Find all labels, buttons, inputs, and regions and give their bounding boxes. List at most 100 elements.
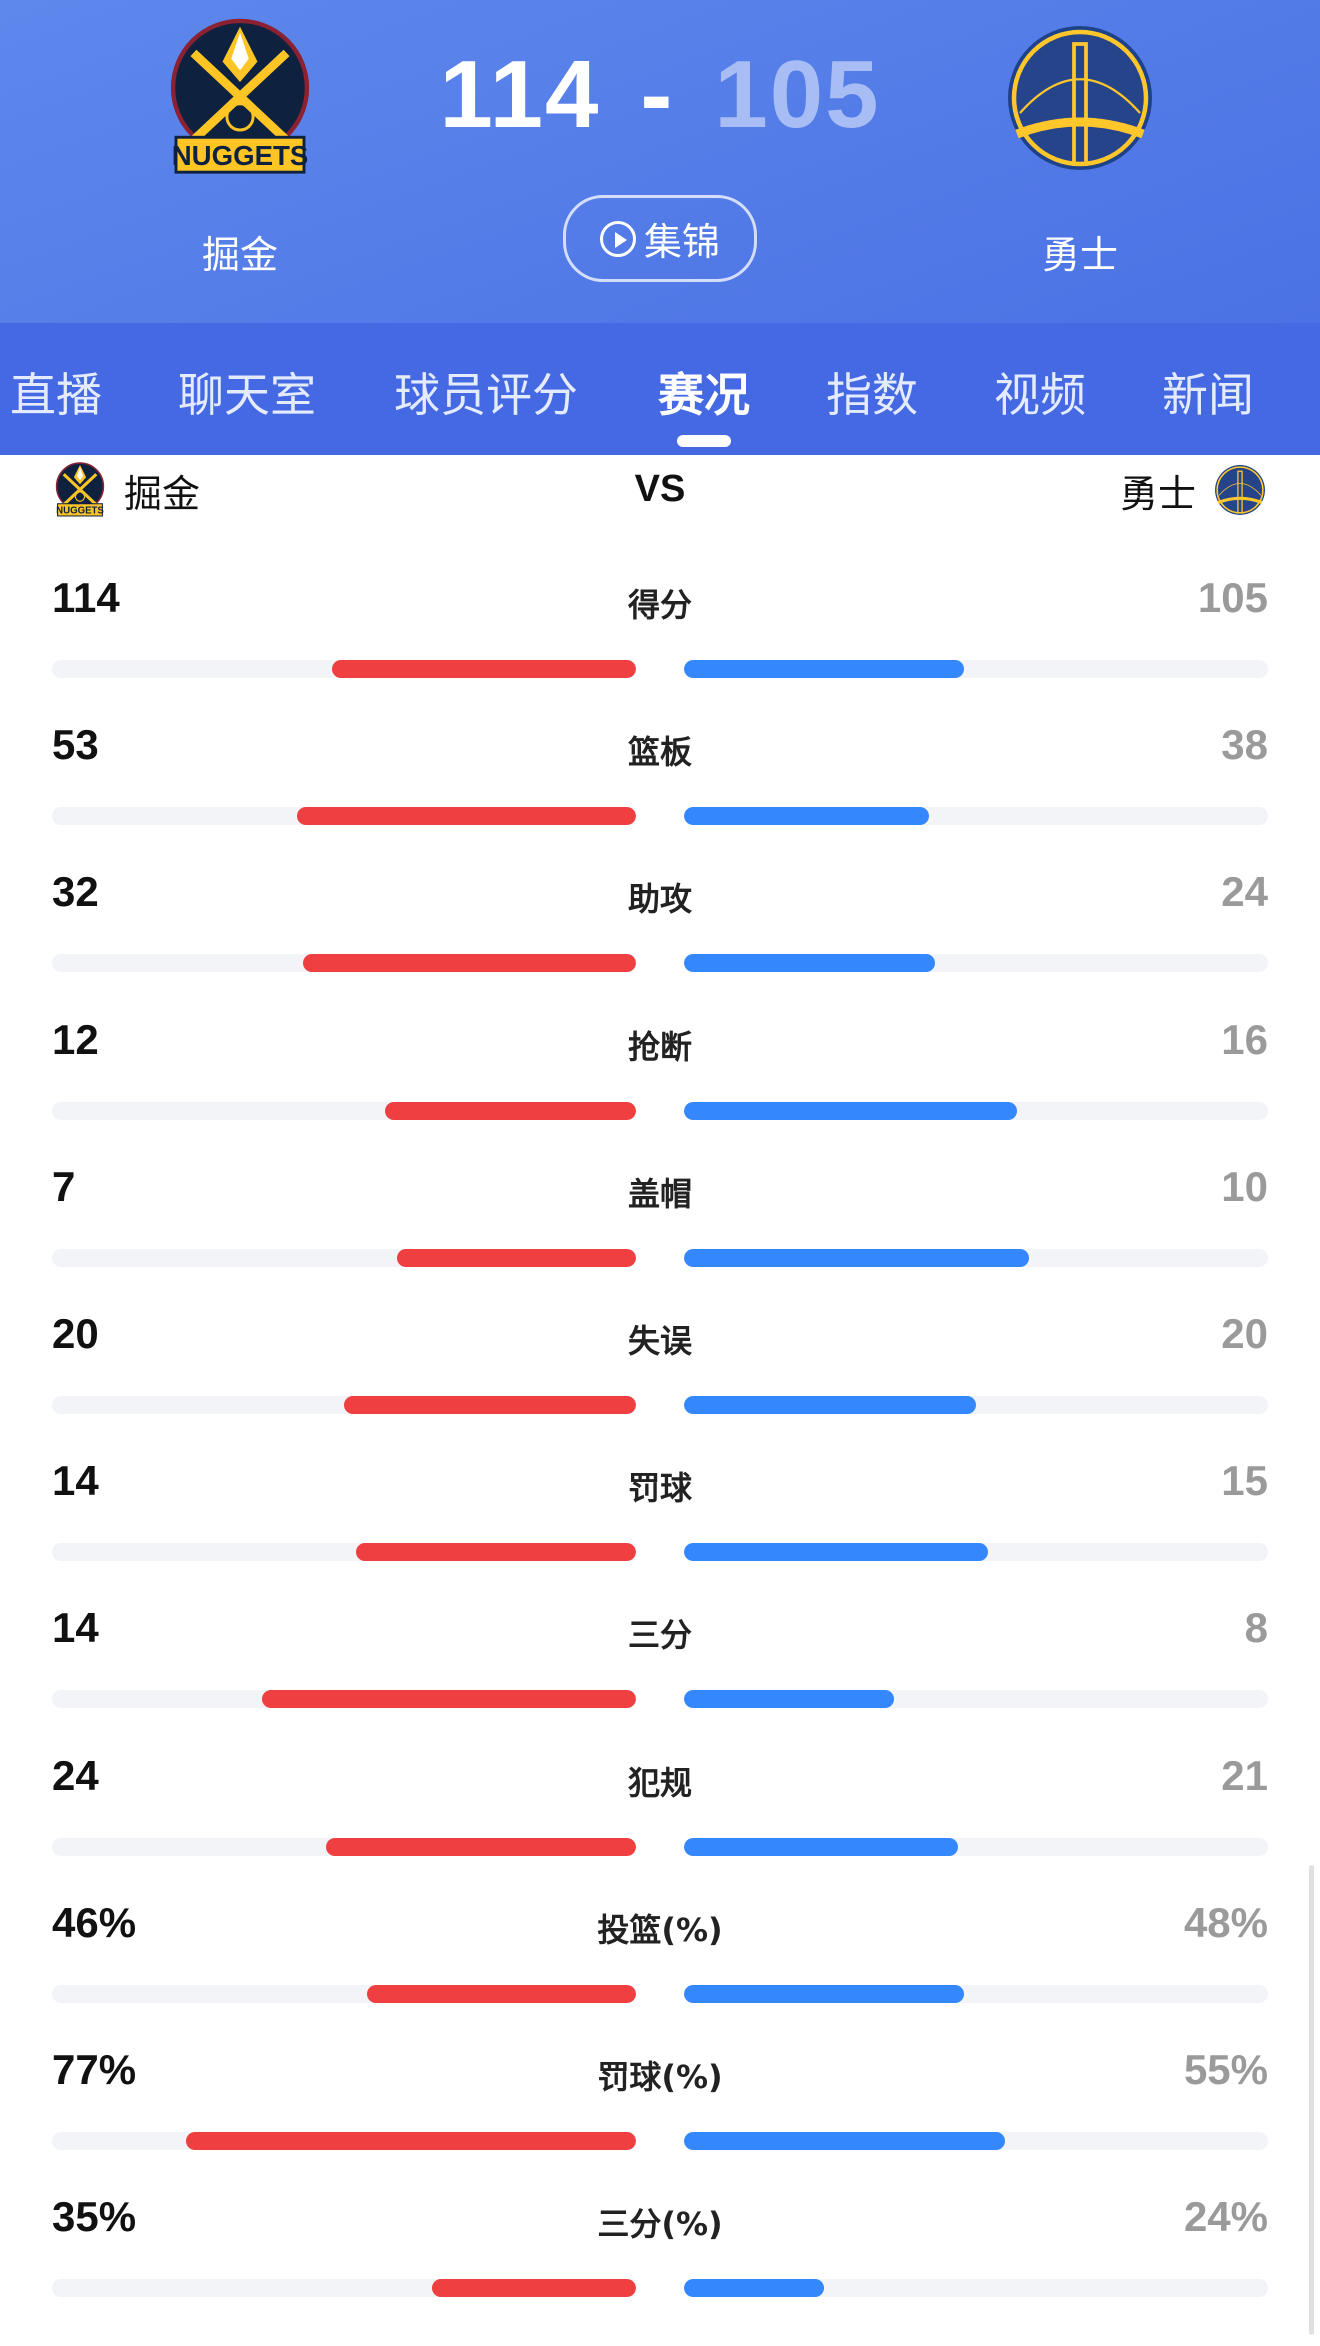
away-team[interactable]: 勇士 xyxy=(980,18,1180,279)
away-stat-bar xyxy=(684,660,965,678)
play-circle-icon xyxy=(599,220,636,257)
away-stat-bar xyxy=(684,1396,976,1414)
home-team[interactable]: 掘金 xyxy=(140,18,340,279)
warriors-logo xyxy=(1005,18,1155,178)
away-stat-value: 48% xyxy=(1183,1898,1268,1946)
home-stat-value: 32 xyxy=(52,868,99,916)
tab-live[interactable]: 直播 xyxy=(10,368,102,422)
away-stat-track xyxy=(684,1396,1268,1414)
stat-row: 20 失误 20 xyxy=(0,1286,1320,1433)
stat-label: 三分(%) xyxy=(597,2205,723,2244)
stat-label: 篮板 xyxy=(627,733,692,772)
away-stat-value: 21 xyxy=(1221,1751,1268,1799)
compare-home-name: 掘金 xyxy=(124,471,201,516)
away-stat-track xyxy=(684,954,1268,973)
stat-row: 46% 投篮(%) 48% xyxy=(0,1875,1320,2022)
tab-bar: 直播 聊天室 球员评分 赛况 指数 视频 新闻 xyxy=(0,323,1320,455)
away-stat-value: 24% xyxy=(1183,2193,1268,2241)
away-stat-track xyxy=(684,2132,1268,2150)
away-stat-bar xyxy=(684,954,936,973)
stat-label: 失误 xyxy=(627,1322,692,1360)
away-score: 105 xyxy=(714,41,881,148)
stat-row: 53 篮板 38 xyxy=(0,697,1320,844)
away-stat-bar xyxy=(684,1837,959,1856)
home-stat-bar xyxy=(297,807,636,826)
away-stat-value: 20 xyxy=(1221,1310,1268,1357)
stat-label: 抢断 xyxy=(627,1027,692,1066)
away-stat-value: 8 xyxy=(1244,1604,1268,1652)
stat-row: 35% 三分(%) 24% xyxy=(0,2169,1320,2316)
home-stat-track xyxy=(52,1248,636,1267)
away-stat-track xyxy=(684,1101,1268,1120)
home-stat-value: 77% xyxy=(52,2046,137,2093)
home-stat-bar xyxy=(303,954,636,973)
stat-row: 32 助攻 24 xyxy=(0,844,1320,991)
home-stat-bar xyxy=(396,1248,636,1267)
tab-odds[interactable]: 指数 xyxy=(826,368,918,422)
home-stat-value: 14 xyxy=(52,1457,99,1505)
stat-row: 77% 罚球(%) 55% xyxy=(0,2022,1320,2169)
home-stat-track xyxy=(52,807,636,826)
stat-row: 114 得分 105 xyxy=(0,550,1320,697)
home-stat-bar xyxy=(262,1690,636,1709)
away-stat-bar xyxy=(684,1984,965,2003)
away-stat-value: 24 xyxy=(1221,868,1268,916)
compare-header: 掘金 VS 勇士 xyxy=(0,462,1320,522)
away-stat-track xyxy=(684,660,1268,678)
home-stat-bar xyxy=(326,1837,636,1856)
stat-row: 7 盖帽 10 xyxy=(0,1139,1320,1286)
away-stat-value: 15 xyxy=(1221,1457,1268,1505)
highlights-button[interactable]: 集锦 xyxy=(563,195,757,282)
home-stat-bar xyxy=(367,1984,636,2003)
stat-label: 投篮(%) xyxy=(597,1910,723,1949)
away-stat-value: 55% xyxy=(1183,2046,1268,2093)
stat-label: 三分 xyxy=(627,1616,692,1655)
home-stat-track xyxy=(52,2132,636,2150)
away-stat-track xyxy=(684,1543,1268,1562)
stat-label: 罚球(%) xyxy=(597,2058,723,2096)
tab-player-ratings[interactable]: 球员评分 xyxy=(394,368,578,422)
tab-match-stats[interactable]: 赛况 xyxy=(658,359,750,447)
away-stat-bar xyxy=(684,1690,895,1709)
home-stat-value: 20 xyxy=(52,1310,99,1357)
away-stat-value: 16 xyxy=(1221,1015,1268,1063)
away-stat-value: 105 xyxy=(1197,574,1268,621)
tab-news[interactable]: 新闻 xyxy=(1162,368,1254,422)
away-stat-track xyxy=(684,2279,1268,2298)
stat-row: 14 罚球 15 xyxy=(0,1433,1320,1580)
match-header: 掘金 114-105 集锦 勇士 xyxy=(0,0,1320,323)
away-stat-value: 10 xyxy=(1221,1162,1268,1210)
home-stat-value: 46% xyxy=(52,1898,137,1946)
away-team-name: 勇士 xyxy=(1041,233,1118,277)
home-stat-track xyxy=(52,1690,636,1709)
away-stat-bar xyxy=(684,1248,1029,1267)
stat-label: 助攻 xyxy=(627,880,692,919)
home-stat-bar xyxy=(355,1543,636,1562)
warriors-logo-small xyxy=(1214,462,1266,518)
away-stat-track xyxy=(684,807,1268,826)
stat-row: 12 抢断 16 xyxy=(0,992,1320,1139)
home-stat-value: 114 xyxy=(52,574,120,621)
home-stat-track xyxy=(52,660,636,678)
stat-label: 罚球 xyxy=(627,1469,692,1508)
home-stat-value: 24 xyxy=(52,1751,99,1799)
home-stat-track xyxy=(52,1101,636,1120)
home-stat-value: 35% xyxy=(52,2193,137,2241)
stat-row: 24 犯规 21 xyxy=(0,1728,1320,1875)
stat-label: 得分 xyxy=(627,586,692,624)
stat-row: 14 三分 8 xyxy=(0,1580,1320,1727)
home-stat-bar xyxy=(186,2132,636,2150)
home-stat-bar xyxy=(384,1101,636,1120)
away-stat-track xyxy=(684,1984,1268,2003)
scrollbar[interactable] xyxy=(1309,1865,1314,2335)
home-stat-bar xyxy=(344,1396,636,1414)
home-stat-track xyxy=(52,1543,636,1562)
away-stat-bar xyxy=(684,2132,1006,2150)
home-stat-bar xyxy=(332,660,636,678)
home-stat-value: 7 xyxy=(52,1162,76,1210)
away-stat-bar xyxy=(684,807,930,826)
vs-label: VS xyxy=(634,468,686,510)
tab-videos[interactable]: 视频 xyxy=(994,368,1086,422)
home-stat-track xyxy=(52,954,636,973)
tab-chatroom[interactable]: 聊天室 xyxy=(178,368,316,422)
